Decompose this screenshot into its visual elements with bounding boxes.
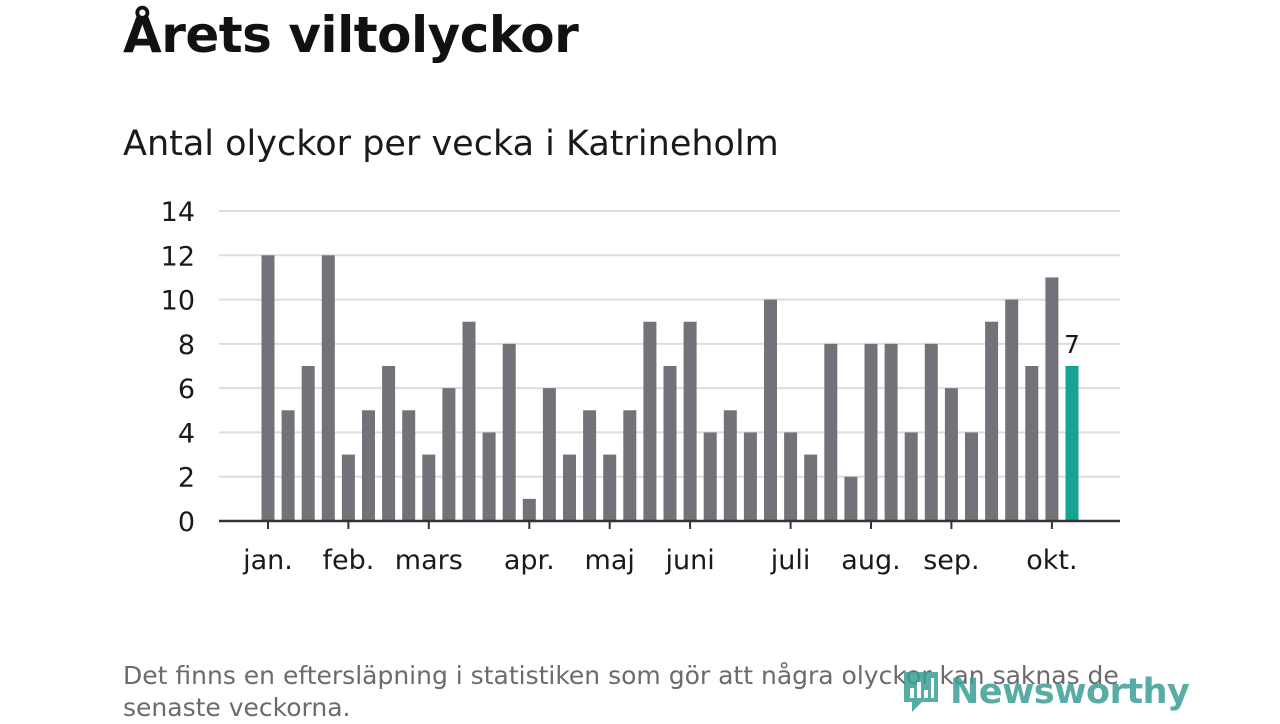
bar-week-23	[703, 432, 717, 521]
bar-week-29	[824, 343, 838, 521]
bar-week-2	[281, 410, 295, 521]
y-tick-label-2: 2	[178, 463, 195, 494]
y-tick-label-12: 12	[161, 241, 195, 272]
highlight-value-label: 7	[1064, 330, 1080, 359]
bar-week-15	[542, 388, 556, 521]
bar-week-16	[563, 454, 576, 521]
bar-week-9	[422, 454, 436, 521]
bar-week-5	[341, 454, 355, 521]
footnote: Det finns en eftersläpning i statistiken…	[123, 661, 1119, 722]
x-tick-label-mars: mars	[395, 545, 463, 576]
x-tick-label-aug.: aug.	[841, 545, 900, 576]
bar-week-17	[583, 410, 597, 521]
x-tick-label-juni: juni	[664, 545, 714, 576]
y-axis-ticks: 0 2 4 6 8 10 12 14	[161, 197, 195, 538]
data-labels: 7	[1064, 330, 1080, 359]
chart-title: Årets viltolyckor	[123, 6, 579, 64]
x-tick-label-jan.: jan.	[242, 545, 293, 576]
bars	[261, 255, 1079, 522]
y-tick-label-0: 0	[178, 507, 195, 538]
y-tick-label-8: 8	[178, 330, 195, 361]
bar-week-25	[743, 432, 757, 521]
bar-week-31	[864, 343, 878, 521]
x-tick-label-maj: maj	[585, 545, 635, 576]
y-tick-label-4: 4	[178, 418, 195, 449]
newsworthy-logo-icon	[904, 672, 938, 712]
x-axis: jan. feb. mars apr. maj juni juli aug. sep. okt.	[219, 519, 1120, 576]
bar-week-30	[844, 476, 858, 521]
bar-week-13	[502, 343, 516, 521]
y-tick-label-10: 10	[161, 286, 195, 317]
x-tick-label-okt.: okt.	[1026, 545, 1077, 576]
y-tick-label-6: 6	[178, 374, 195, 405]
bar-week-36	[965, 432, 978, 521]
bar-week-32	[884, 343, 898, 521]
bar-week-1	[261, 255, 275, 522]
bar-week-41	[1065, 366, 1079, 521]
bar-week-21	[663, 366, 677, 521]
bar-week-14	[522, 498, 536, 521]
bar-week-3	[301, 366, 315, 521]
y-tick-label-14: 14	[161, 197, 195, 228]
x-tick-label-feb.: feb.	[322, 545, 374, 576]
x-tick-label-apr.: apr.	[504, 545, 555, 576]
bar-week-26	[764, 299, 777, 521]
bar-week-6	[362, 410, 375, 521]
bar-week-10	[442, 388, 456, 521]
bar-week-20	[643, 321, 657, 521]
bar-week-7	[382, 366, 396, 521]
bar-week-27	[784, 432, 798, 521]
bar-week-35	[944, 388, 958, 521]
chart-subtitle: Antal olyckor per vecka i Katrineholm	[123, 124, 779, 164]
bar-week-33	[904, 432, 918, 521]
bar-week-37	[985, 321, 999, 521]
bar-week-28	[804, 454, 818, 521]
bar-week-22	[683, 321, 697, 521]
x-tick-label-sep.: sep.	[923, 545, 979, 576]
bar-week-8	[402, 410, 416, 521]
bar-week-24	[723, 410, 737, 521]
bar-week-19	[623, 410, 637, 521]
newsworthy-logo-text: Newsworthy	[950, 672, 1190, 712]
bar-week-4	[321, 255, 335, 522]
bar-week-12	[482, 432, 496, 521]
newsworthy-logo: Newsworthy	[900, 668, 1190, 716]
bar-week-18	[603, 454, 617, 521]
bar-week-34	[924, 343, 938, 521]
bar-week-11	[462, 321, 476, 521]
bar-week-39	[1025, 366, 1039, 521]
x-tick-label-juli: juli	[770, 545, 811, 576]
bar-week-38	[1005, 299, 1019, 521]
bar-week-40	[1045, 277, 1059, 521]
